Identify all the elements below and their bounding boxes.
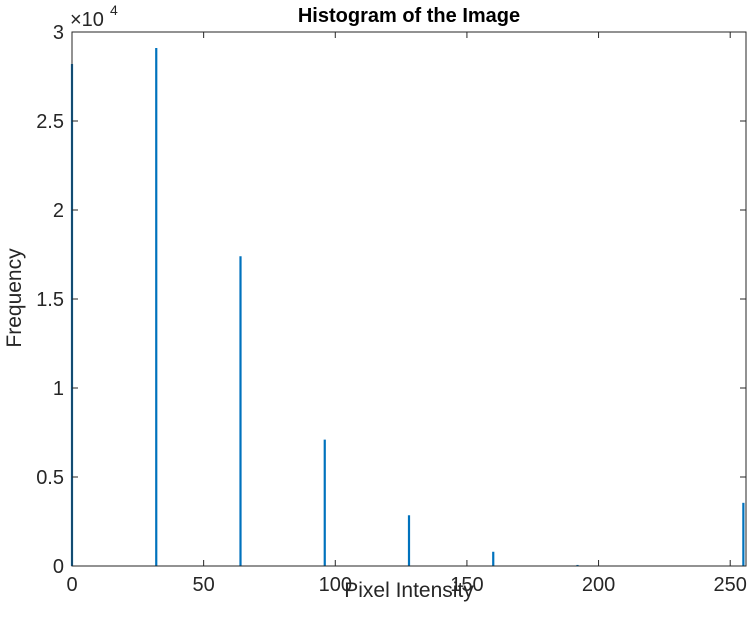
bars-group (70, 48, 745, 566)
y-tick-label: 1.5 (36, 289, 64, 311)
x-tick-label: 250 (714, 574, 747, 596)
x-tick-label: 150 (450, 574, 483, 596)
chart-title: Histogram of the Image (298, 5, 520, 27)
x-tick-label: 200 (582, 574, 615, 596)
y-tick-label: 3 (53, 22, 64, 44)
y-tick-label: 0 (53, 556, 64, 578)
x-axis-ticks: 0 50 100 150 200 250 (66, 32, 747, 596)
y-axis-ticks: 0 0.5 1 1.5 2 2.5 3 (36, 22, 746, 578)
y-axis-exponent: ×10 4 (70, 2, 118, 31)
y-tick-label: 1 (53, 378, 64, 400)
x-tick-label: 100 (319, 574, 352, 596)
y-axis-label: Frequency (3, 248, 26, 348)
x-axis-label: Pixel Intensity (344, 579, 474, 602)
x-tick-label: 50 (193, 574, 215, 596)
y-exponent-power: 4 (110, 2, 118, 18)
y-tick-label: 0.5 (36, 467, 64, 489)
x-tick-label: 0 (66, 574, 77, 596)
y-tick-label: 2 (53, 200, 64, 222)
y-exponent-base: ×10 (70, 9, 104, 31)
y-tick-label: 2.5 (36, 111, 64, 133)
plot-area-border (71, 31, 747, 567)
